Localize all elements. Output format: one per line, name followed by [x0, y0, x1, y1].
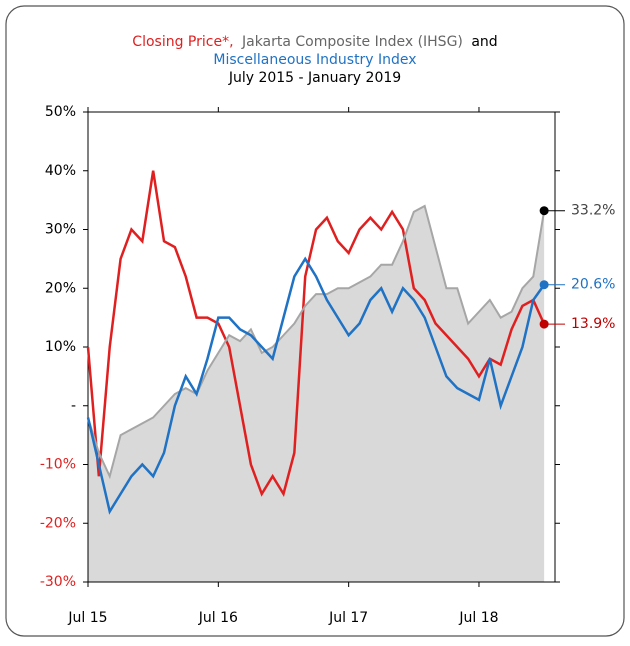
series-line	[87, 204, 546, 480]
title-series: Miscellaneous Industry Index	[213, 52, 416, 68]
y-tick-label: 10%	[45, 339, 76, 355]
subtitle: July 2015 - January 2019	[228, 70, 401, 86]
series-line	[86, 170, 546, 498]
y-tick-label: -	[71, 398, 76, 414]
end-label: 20.6%	[571, 277, 615, 293]
y-tick-label: -30%	[40, 574, 76, 590]
end-label: 33.2%	[571, 203, 615, 219]
y-tick-label: -10%	[40, 457, 76, 473]
series-line	[86, 256, 546, 515]
title-line: Closing Price*, Jakarta Composite Index …	[132, 34, 497, 50]
y-tick-label: -20%	[40, 515, 76, 531]
title-separator: ,	[229, 34, 233, 50]
end-marker	[539, 280, 549, 290]
x-tick-label: Jul 17	[328, 610, 368, 626]
end-marker	[539, 319, 549, 329]
y-tick-label: 50%	[45, 104, 76, 120]
y-tick-label: 20%	[45, 280, 76, 296]
area	[88, 206, 545, 582]
x-tick-label: Jul 15	[67, 610, 107, 626]
end-marker	[539, 206, 549, 216]
x-tick-label: Jul 16	[198, 610, 238, 626]
title-series: Jakarta Composite Index (IHSG)	[241, 34, 463, 50]
title-conjunction: and	[471, 34, 497, 50]
end-label: 13.9%	[571, 316, 615, 332]
x-tick-label: Jul 18	[458, 610, 498, 626]
y-tick-label: 30%	[45, 222, 76, 238]
title-series: Closing Price*	[132, 34, 229, 50]
y-tick-label: 40%	[45, 163, 76, 179]
